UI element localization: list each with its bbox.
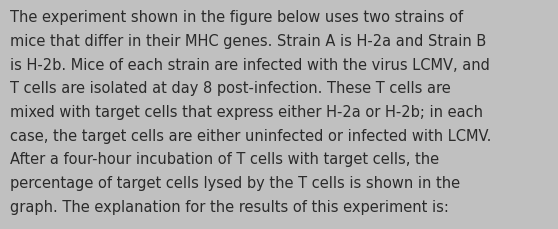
Text: case, the target cells are either uninfected or infected with LCMV.: case, the target cells are either uninfe… xyxy=(10,128,492,143)
Text: After a four-hour incubation of T cells with target cells, the: After a four-hour incubation of T cells … xyxy=(10,152,439,167)
Text: The experiment shown in the figure below uses two strains of: The experiment shown in the figure below… xyxy=(10,10,463,25)
Text: graph. The explanation for the results of this experiment is:: graph. The explanation for the results o… xyxy=(10,199,449,214)
Text: T cells are isolated at day 8 post-infection. These T cells are: T cells are isolated at day 8 post-infec… xyxy=(10,81,451,96)
Text: mixed with target cells that express either H-2a or H-2b; in each: mixed with target cells that express eit… xyxy=(10,105,483,120)
Text: mice that differ in their MHC genes. Strain A is H-2a and Strain B: mice that differ in their MHC genes. Str… xyxy=(10,34,486,49)
Text: percentage of target cells lysed by the T cells is shown in the: percentage of target cells lysed by the … xyxy=(10,175,460,190)
Text: is H-2b. Mice of each strain are infected with the virus LCMV, and: is H-2b. Mice of each strain are infecte… xyxy=(10,57,490,72)
